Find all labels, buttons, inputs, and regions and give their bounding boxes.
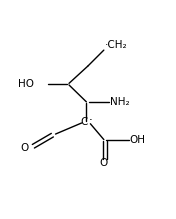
- Text: O: O: [20, 143, 29, 153]
- Text: NH₂: NH₂: [110, 97, 130, 107]
- Text: OH: OH: [130, 135, 146, 145]
- Text: HO: HO: [18, 79, 34, 89]
- Text: ·: ·: [88, 114, 92, 127]
- Text: ·CH₂: ·CH₂: [105, 40, 127, 50]
- Text: O: O: [99, 157, 107, 168]
- Text: C: C: [81, 117, 88, 127]
